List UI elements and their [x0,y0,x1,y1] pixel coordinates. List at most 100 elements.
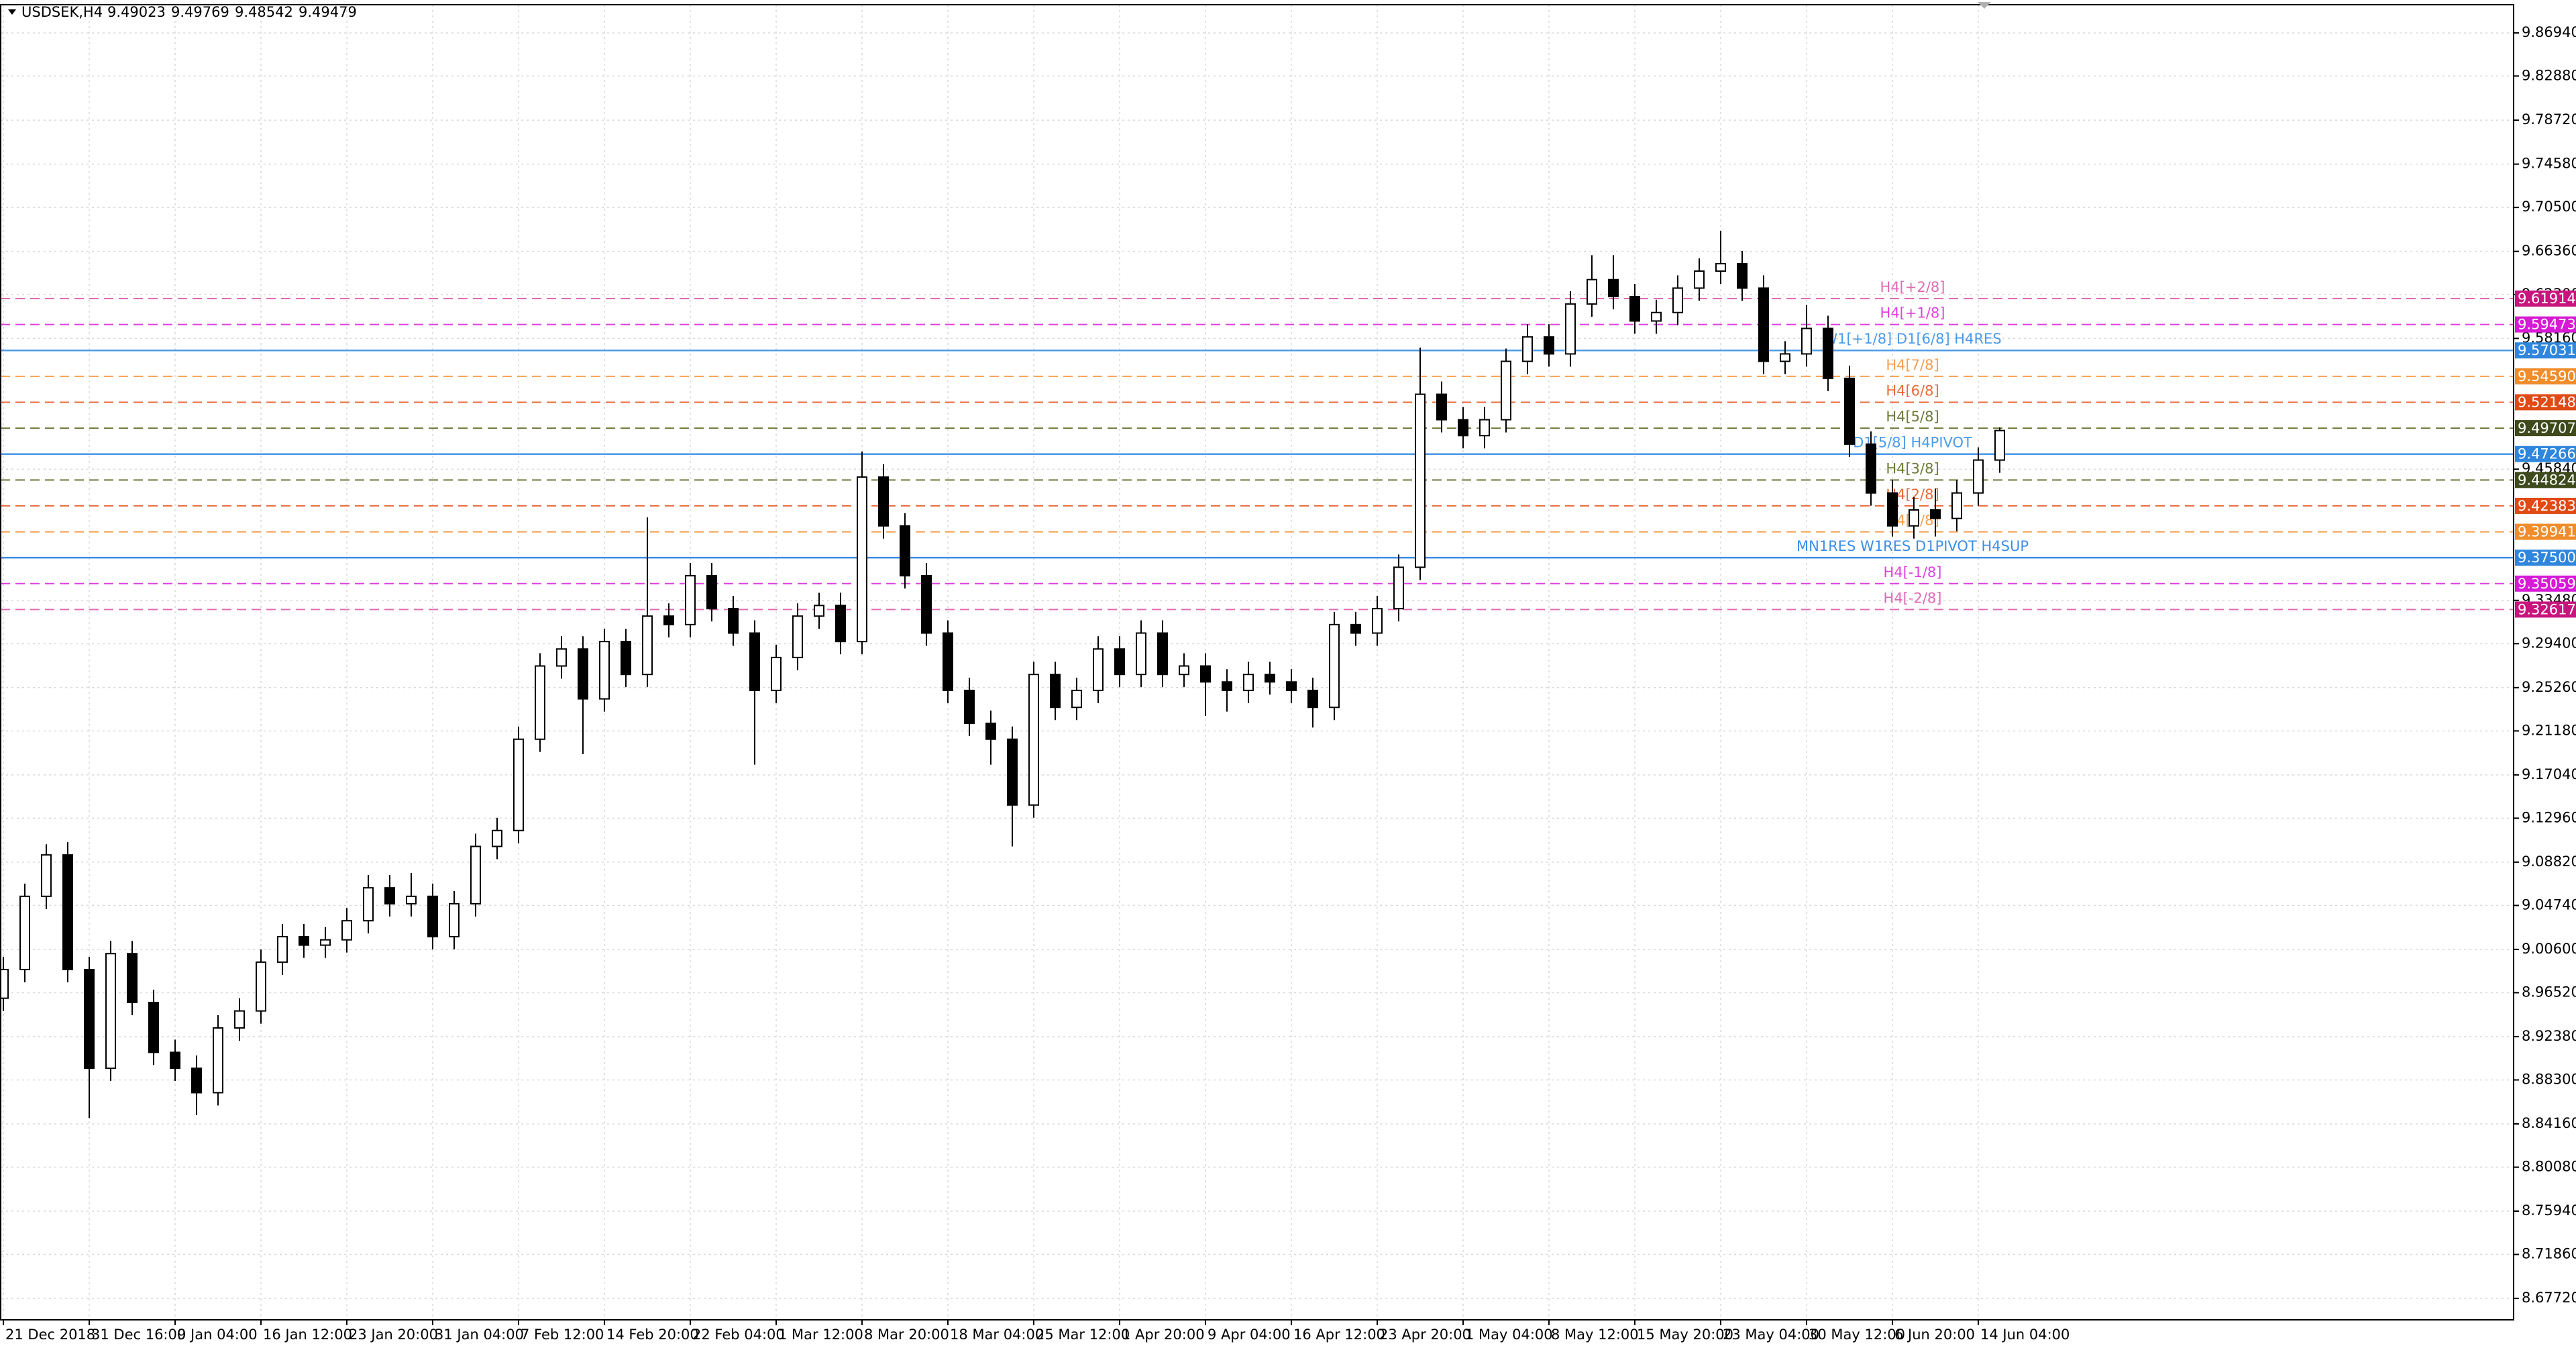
candle-body [1780,353,1790,362]
candle-body [1909,509,1919,527]
y-tick-label: 8.84160 [2522,1115,2576,1131]
candle-body [363,887,374,922]
candle-body [1544,336,1554,355]
candle-body [449,902,460,937]
candle-body [685,575,696,625]
y-tick-label: 9.74580 [2522,156,2576,172]
level-label: H4[-1/8] [1884,564,1942,580]
candle-body [1265,674,1275,683]
candle-body [1973,459,1984,494]
candle-body [621,641,631,676]
x-tick-label: 14 Feb 20:00 [606,1327,699,1343]
candle-body [1393,566,1404,610]
candle-body [921,575,932,634]
y-tick-label: 9.12960 [2522,809,2576,825]
candle-body [1307,689,1318,709]
candle-body [513,738,524,831]
candle-body [556,648,567,667]
candle-body [1951,492,1962,519]
candle-body [1050,674,1061,709]
y-tick-label: 9.70500 [2522,199,2576,215]
candle-body [256,961,266,1012]
candle-body [1243,674,1254,691]
price-box-label: 9.54590 [2518,368,2576,384]
candle-body [19,895,30,970]
candle-body [341,920,352,941]
candle-body [1651,311,1662,322]
y-tick-label: 9.82880 [2522,67,2576,83]
price-box-label: 9.39941 [2518,524,2576,540]
x-tick-label: 9 Jan 04:00 [177,1327,258,1343]
candle-body [1737,262,1748,289]
y-tick-label: 8.71860 [2522,1246,2576,1262]
header-value: 9.49479 [299,4,357,20]
price-box [2515,523,2576,540]
y-tick-label: 8.80080 [2522,1159,2576,1175]
candle-body [1801,327,1812,355]
y-tick-label: 8.67720 [2522,1290,2576,1306]
candle-body [663,615,674,625]
candle-body [1823,327,1833,379]
price-box-label: 9.57031 [2518,342,2576,358]
candle-body [771,656,782,691]
candle-body [1715,262,1726,272]
candle-body [213,1027,223,1094]
candle-body [1071,689,1082,709]
price-box [2515,342,2576,359]
candle-body [943,632,953,691]
y-tick-label: 9.78720 [2522,111,2576,127]
candle-body [706,575,717,610]
price-box-label: 9.47266 [2518,446,2576,462]
candle-body [1522,336,1533,362]
candle-body [1415,393,1426,568]
y-tick-label: 9.17040 [2522,766,2576,782]
y-tick-label: 9.21180 [2522,722,2576,738]
candle-body [1157,632,1168,676]
price-box [2515,368,2576,384]
price-box [2515,550,2576,566]
candle-body [1093,648,1104,691]
x-tick-label: 18 Mar 04:00 [950,1327,1044,1343]
y-tick-label: 8.75940 [2522,1202,2576,1219]
candle-body [1629,296,1640,322]
candle-body [1930,509,1941,519]
candle-body [1372,608,1383,634]
candle-body [1028,674,1039,806]
x-tick-label: 21 Dec 2018 [5,1327,95,1343]
candle-body [964,689,975,724]
x-tick-label: 14 Jun 04:00 [1980,1327,2070,1343]
x-tick-label: 1 Apr 20:00 [1122,1327,1205,1343]
price-box-label: 9.61914 [2518,291,2576,307]
candle-body [41,854,52,897]
header-value: 9.48542 [235,4,293,20]
level-label: W1[+1/8] D1[6/8] H4RES [1823,331,2001,347]
candle-body [1565,303,1576,355]
price-box [2515,316,2576,333]
price-box [2515,394,2576,411]
candle-body [749,632,760,691]
candle-body [835,605,846,643]
price-box [2515,446,2576,462]
candle-body [1866,443,1876,494]
candle-body [470,845,481,904]
candle-body [1844,377,1855,445]
candle-body [0,968,9,999]
x-tick-label: 8 Mar 20:00 [864,1327,949,1343]
candle-body [84,968,95,1070]
candle-body [148,1002,159,1053]
x-tick-label: 16 Apr 12:00 [1293,1327,1385,1343]
y-tick-label: 9.29400 [2522,635,2576,651]
x-tick-label: 7 Feb 12:00 [521,1327,604,1343]
x-tick-label: 23 Apr 20:00 [1379,1327,1471,1343]
level-label: H4[7/8] [1886,357,1939,373]
candle-body [985,722,996,740]
x-tick-label: 22 Feb 04:00 [692,1327,785,1343]
candle-body [1694,270,1705,289]
candle-body [234,1010,245,1029]
plot-frame [0,4,2514,1321]
x-tick-label: 23 Jan 20:00 [349,1327,438,1343]
candle-body [900,525,910,577]
candles [0,230,2005,1119]
